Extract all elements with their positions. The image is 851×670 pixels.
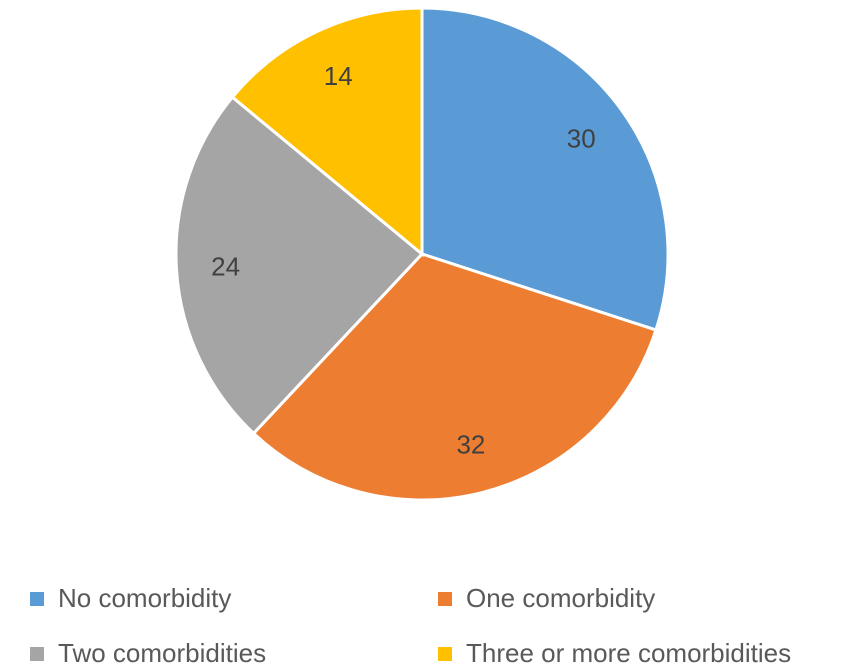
data-label-no-comorbidity: 30: [567, 123, 596, 153]
pie-slice-three-or-more-comorbidities: [230, 6, 424, 258]
data-label-three-or-more-comorbidities: 14: [324, 61, 353, 91]
pie-slice-two-comorbidities: [174, 95, 425, 436]
data-label-one-comorbidity: 32: [456, 430, 485, 460]
pie-slice-no-comorbidity: [420, 6, 670, 332]
data-label-two-comorbidities: 24: [211, 251, 240, 281]
pie-slice-one-comorbidity: [251, 252, 658, 502]
